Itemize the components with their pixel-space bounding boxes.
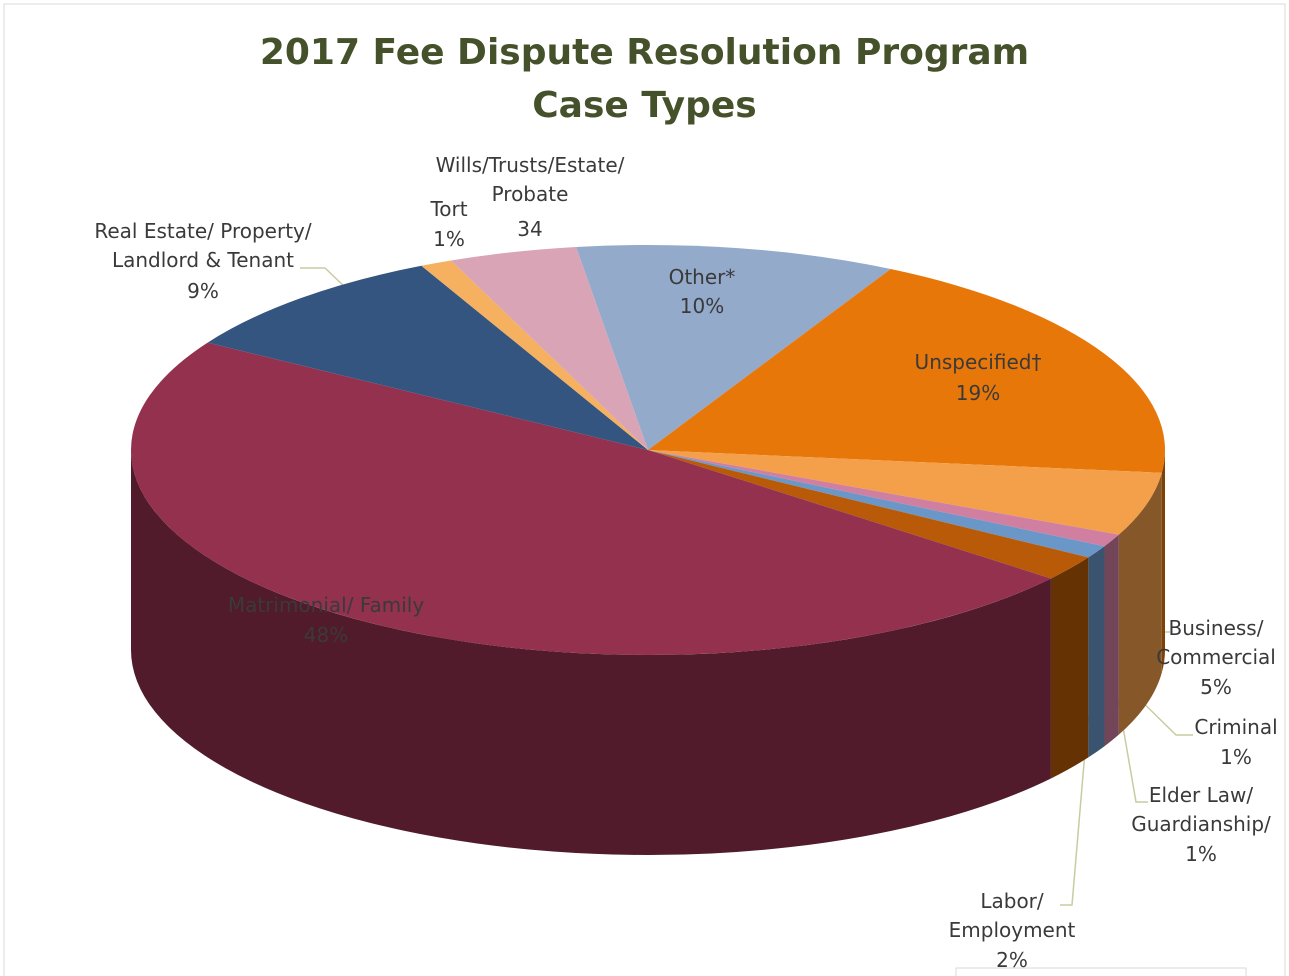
slice-label: Matrimonial/ Family (227, 593, 425, 617)
slice-side (1118, 472, 1162, 735)
leader-line (1117, 697, 1148, 803)
slice-label: Wills/Trusts/Estate/ Probate (435, 153, 625, 206)
slice (648, 450, 1105, 558)
value-label: 5% (1200, 675, 1232, 699)
slice-label: Labor/ Employment (948, 889, 1076, 942)
value-label: 9% (187, 279, 219, 303)
slice-label: Tort (430, 197, 468, 221)
legend-box (955, 967, 1247, 976)
slice-label: Unspecified† (914, 350, 1042, 374)
slice (130, 342, 1051, 655)
slice-label: Business/ Commercial (1156, 616, 1276, 669)
slice (648, 450, 1162, 535)
value-label: 34 (517, 217, 543, 241)
slice (207, 265, 649, 450)
value-label: 19% (955, 381, 1001, 405)
slice-side (130, 450, 1051, 856)
slice-side (1104, 534, 1119, 747)
slice-label: Other* (668, 265, 736, 289)
slice-label: Elder Law/ Guardianship/ (1131, 783, 1271, 836)
slice-side (1088, 546, 1105, 758)
leader-line (300, 267, 349, 291)
slice (648, 268, 1165, 473)
slice-label: Real Estate/ Property/ Landlord & Tenant (94, 219, 312, 272)
slice-label: Criminal (1194, 715, 1278, 739)
slice (648, 450, 1119, 547)
slice (421, 260, 648, 450)
chart-title: 2017 Fee Dispute Resolution Program Case… (259, 32, 1030, 126)
value-label: 1% (433, 227, 465, 251)
value-label: 10% (679, 294, 725, 318)
slice-side (1161, 450, 1165, 673)
slice (450, 246, 648, 450)
value-label: 48% (303, 623, 349, 647)
value-label: 2% (996, 948, 1028, 972)
value-label: 1% (1185, 842, 1217, 866)
slice-side (1050, 557, 1089, 779)
slice (576, 245, 891, 450)
leader-line (1060, 715, 1089, 906)
slice (648, 450, 1089, 579)
chart-border (3, 3, 1286, 976)
value-label: 1% (1220, 745, 1252, 769)
